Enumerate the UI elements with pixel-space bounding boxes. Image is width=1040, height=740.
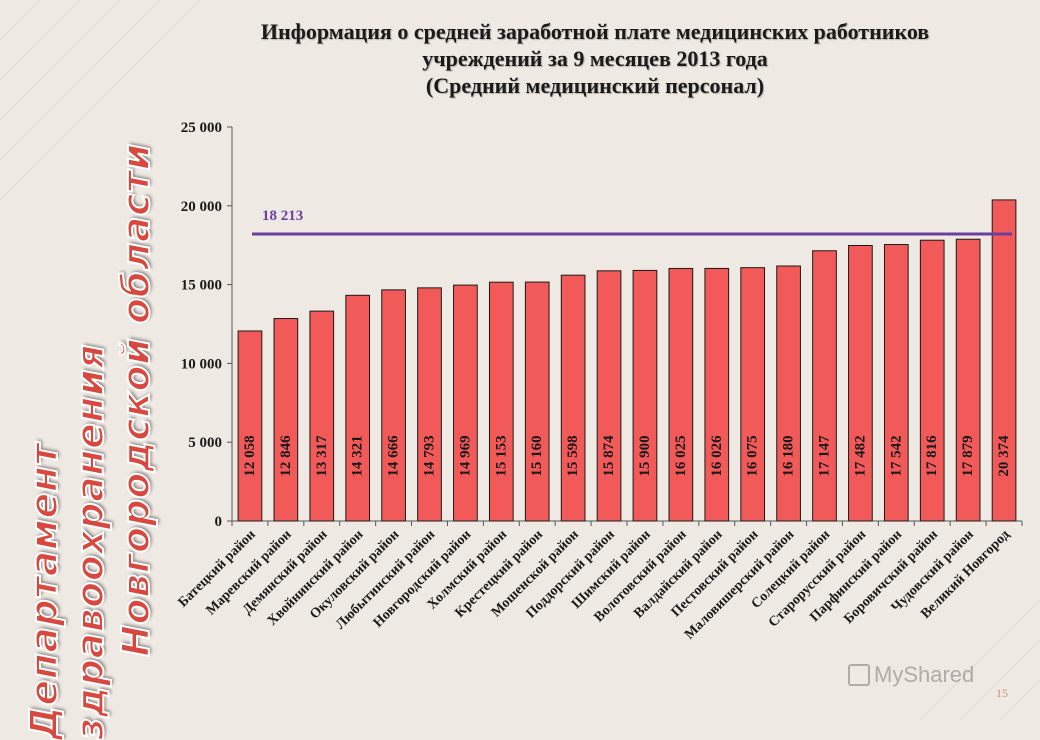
bar [668,267,694,522]
bar-value-label: 12 846 [278,435,294,477]
bar [596,270,622,522]
y-tick-label: 10 000 [181,356,222,372]
bar-value-label: 15 900 [637,435,653,476]
bar-value-label: 17 147 [817,435,833,477]
bar-value-label: 13 317 [314,435,330,477]
watermark-logo-icon [848,664,870,686]
bar [955,238,981,522]
bar [776,265,801,522]
bar-value-label: 16 026 [709,435,725,477]
bar [848,244,873,522]
y-tick-label: 0 [215,514,223,530]
bar-value-label: 15 874 [601,435,617,477]
page-number: 15 [996,686,1008,700]
y-tick-label: 15 000 [181,278,222,294]
watermark: MyShared [848,662,974,688]
bar-value-label: 17 542 [888,435,904,476]
bar [488,281,514,522]
bar [991,199,1017,522]
bar [524,281,550,522]
bar-value-label: 17 879 [960,435,976,476]
background-decoration [0,0,1040,720]
bar-value-label: 14 666 [386,435,402,477]
bar-value-label: 16 180 [781,435,797,476]
bar [704,267,730,522]
side-title: Департамент здравоохранения Новгородской… [20,60,160,740]
bar [417,287,442,522]
bar-value-label: 14 793 [422,435,438,476]
title-line2: учреждений за 9 месяцев 2013 года [422,46,768,71]
bar-value-label: 12 058 [242,435,258,476]
title-line3: (Средний медицинский персонал) [425,73,765,98]
bar-value-label: 17 482 [852,435,868,476]
bar-value-label: 16 075 [745,435,761,476]
bar [237,330,263,522]
bar-value-label: 17 816 [924,435,940,477]
side-title-line1: Департамент здравоохранения [21,343,113,740]
bar-value-label: 16 025 [673,435,689,476]
y-tick-label: 20 000 [181,199,222,215]
bar [812,250,837,522]
average-reference-label: 18 213 [262,208,303,224]
bar [381,289,406,522]
bar [883,244,909,522]
bar [919,239,945,522]
bar [273,318,299,522]
bar-value-label: 14 321 [350,435,366,476]
page-title: Информация о средней заработной плате ме… [180,18,1010,99]
y-tick-label: 25 000 [181,120,222,136]
bar [453,284,478,522]
bar [632,269,658,522]
bar-value-label: 15 153 [493,435,509,476]
bar-value-label: 20 374 [996,435,1012,477]
title-line1: Информация о средней заработной плате ме… [260,19,930,44]
bar [740,267,766,522]
bar [345,294,371,522]
bar-value-label: 14 969 [457,435,473,476]
bar [560,274,586,522]
y-tick-label: 5 000 [188,435,222,451]
bar-value-label: 15 598 [565,435,581,476]
bar [309,310,335,522]
bar-value-label: 15 160 [529,435,545,476]
watermark-text: MyShared [874,662,975,687]
